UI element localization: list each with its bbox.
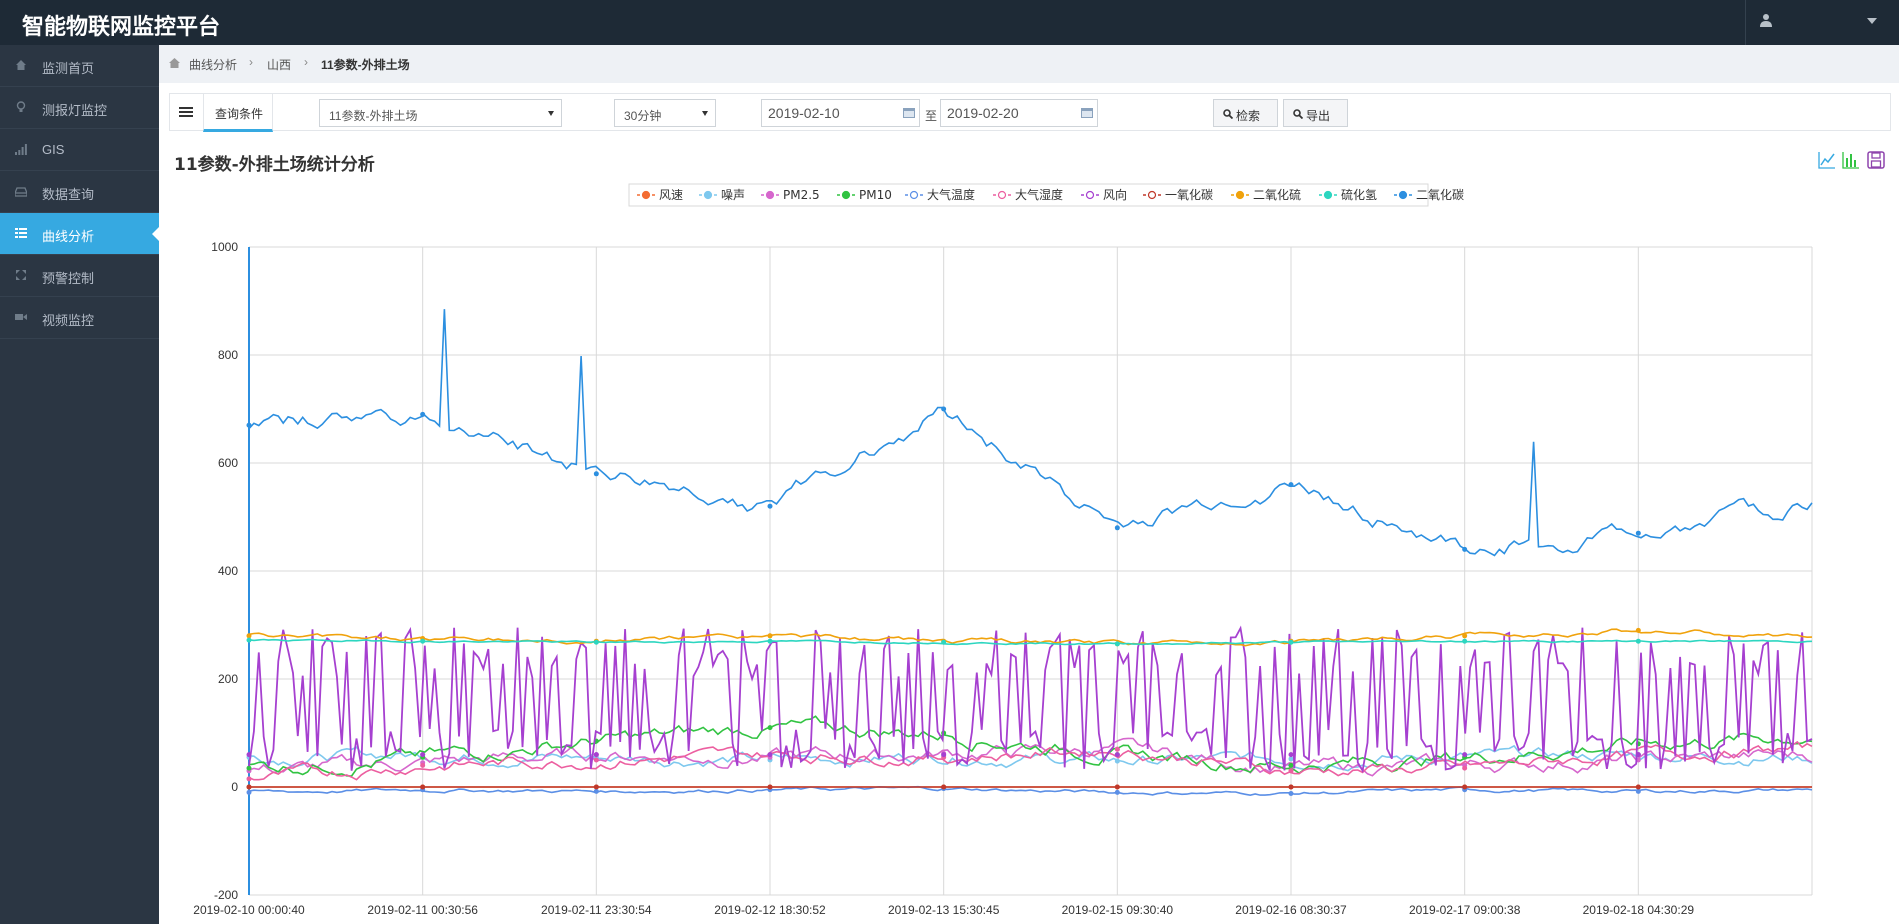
main-content: 曲线分析 › 山西 › 11参数-外排土场 查询条件 11参数-外排土场 30分…: [159, 45, 1899, 924]
signal-icon: [15, 144, 27, 155]
sidebar-item-data-query[interactable]: 数据查询: [0, 171, 159, 213]
bulb-icon: [16, 101, 26, 112]
menu-icon[interactable]: [179, 106, 193, 118]
date-from-field[interactable]: 2019-02-10: [761, 99, 920, 127]
expand-icon: [16, 270, 26, 280]
sidebar-item-label: 监测首页: [42, 61, 95, 76]
sidebar-item-home[interactable]: 监测首页: [0, 45, 159, 87]
sidebar-item-label: GIS: [42, 142, 65, 157]
sidebar: 监测首页 测报灯监控 GIS 数据查询 曲线分析 预警控制 视频监控: [0, 45, 160, 924]
breadcrumb-item[interactable]: 曲线分析: [189, 58, 238, 72]
app-title: 智能物联网监控平台: [22, 15, 221, 40]
sidebar-item-label: 视频监控: [42, 313, 95, 328]
interval-select-value: 30分钟: [624, 109, 662, 123]
device-select[interactable]: 11参数-外排土场: [319, 99, 562, 127]
sidebar-item-label: 数据查询: [42, 187, 95, 202]
video-icon: [15, 314, 27, 320]
export-button-label: 导出: [1306, 109, 1331, 123]
save-icon[interactable]: [1867, 151, 1885, 169]
top-bar: 智能物联网监控平台: [0, 0, 1899, 45]
breadcrumb-item[interactable]: 山西: [267, 58, 292, 72]
chart-title: 11参数-外排土场统计分析: [174, 155, 375, 175]
sidebar-item-video-monitor[interactable]: 视频监控: [0, 297, 159, 339]
chevron-right-icon: ›: [249, 55, 253, 69]
sidebar-item-alert-control[interactable]: 预警控制: [0, 255, 159, 297]
search-icon: [1293, 109, 1303, 119]
home-icon: [169, 58, 180, 68]
date-to-value: 2019-02-20: [947, 105, 1019, 121]
query-toolbar: 查询条件 11参数-外排土场 30分钟 2019-02-10 至 2019-02…: [169, 93, 1891, 132]
caret-down-icon: [702, 111, 708, 116]
search-button-label: 检索: [1236, 109, 1261, 123]
chevron-right-icon: ›: [304, 55, 308, 69]
grid-icon: [15, 228, 27, 238]
sidebar-item-label: 预警控制: [42, 271, 95, 286]
sidebar-item-curve-analysis[interactable]: 曲线分析: [0, 213, 160, 255]
user-menu[interactable]: [1745, 0, 1899, 45]
sidebar-item-label: 曲线分析: [42, 229, 95, 244]
interval-select[interactable]: 30分钟: [614, 99, 716, 127]
bar-chart-icon[interactable]: [1842, 151, 1860, 169]
sidebar-item-gis[interactable]: GIS: [0, 129, 159, 171]
calendar-icon[interactable]: [903, 107, 915, 118]
sidebar-item-label: 测报灯监控: [42, 103, 108, 118]
caret-down-icon: [548, 111, 554, 116]
breadcrumb: 曲线分析 › 山西 › 11参数-外排土场: [159, 45, 1899, 83]
calendar-icon[interactable]: [1081, 107, 1093, 118]
export-button[interactable]: 导出: [1283, 99, 1348, 127]
device-select-value: 11参数-外排土场: [329, 109, 418, 123]
drive-icon: [15, 187, 27, 197]
line-chart-icon[interactable]: [1818, 151, 1836, 169]
sidebar-item-lamp-monitor[interactable]: 测报灯监控: [0, 87, 159, 129]
home-icon: [16, 60, 26, 70]
search-icon: [1223, 109, 1233, 119]
user-icon: [1760, 14, 1772, 27]
date-from-value: 2019-02-10: [768, 105, 840, 121]
tab-query-conditions[interactable]: 查询条件: [203, 94, 273, 132]
search-button[interactable]: 检索: [1213, 99, 1278, 127]
tab-label: 查询条件: [215, 107, 264, 121]
breadcrumb-current: 11参数-外排土场: [321, 58, 410, 72]
chevron-down-icon: [1867, 18, 1877, 24]
date-to-field[interactable]: 2019-02-20: [940, 99, 1098, 127]
to-label: 至: [925, 109, 938, 123]
